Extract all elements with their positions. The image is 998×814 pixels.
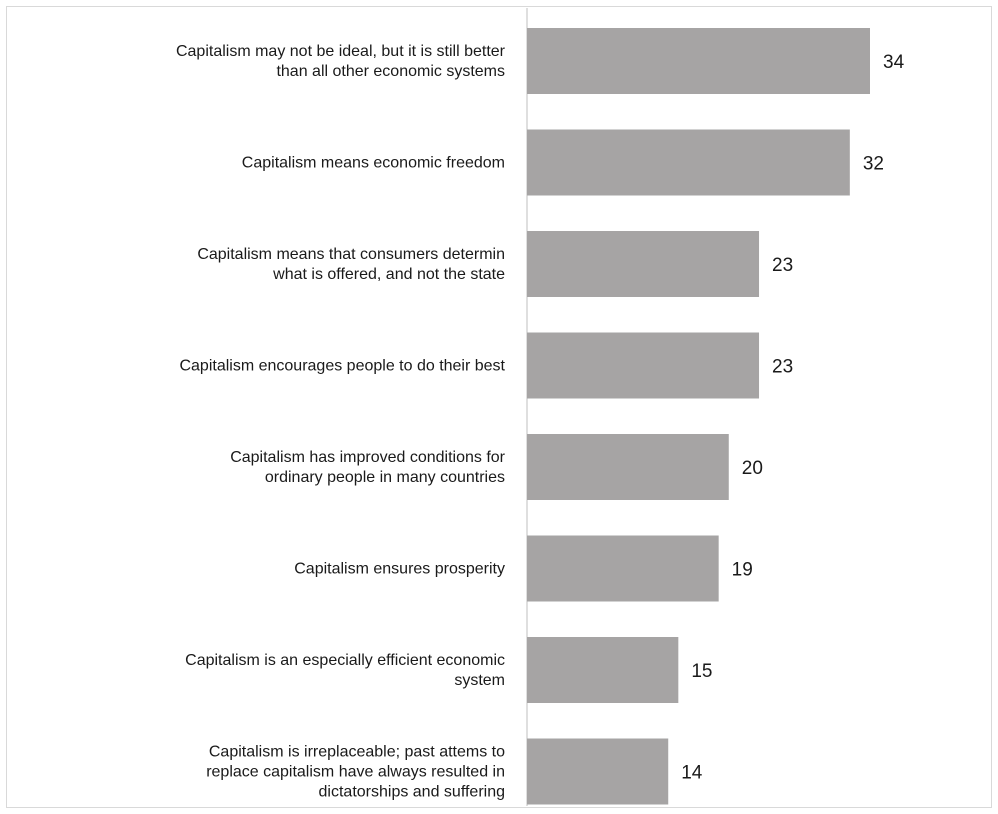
category-label: Capitalism has improved conditions for	[230, 449, 505, 466]
category-label: than all other economic systems	[276, 63, 505, 80]
value-label: 14	[681, 763, 703, 784]
category-label: Capitalism encourages people to do their…	[179, 358, 505, 375]
value-label: 23	[772, 255, 793, 276]
category-label: Capitalism may not be ideal, but it is s…	[176, 43, 506, 60]
bar	[527, 535, 719, 602]
value-label: 34	[883, 52, 905, 73]
value-label: 15	[691, 661, 712, 682]
bar	[527, 129, 850, 196]
value-label: 32	[863, 154, 884, 175]
category-label: ordinary people in many countries	[265, 469, 505, 486]
category-label: Capitalism means economic freedom	[242, 155, 505, 172]
bar	[527, 231, 760, 297]
category-label: Capitalism ensures prosperity	[294, 561, 505, 578]
category-label: what is offered, and not the state	[272, 266, 505, 283]
bar	[527, 434, 729, 500]
category-label: replace capitalism have always resulted …	[206, 764, 505, 781]
bar	[527, 637, 679, 703]
value-label: 20	[742, 458, 763, 479]
category-label: system	[454, 672, 505, 689]
category-label: Capitalism means that consumers determin	[197, 246, 505, 263]
category-label: Capitalism is an especially efficient ec…	[185, 652, 505, 669]
bar	[527, 738, 669, 805]
category-label: dictatorships and suffering	[319, 784, 505, 801]
bar	[527, 28, 870, 94]
bar	[527, 332, 760, 399]
category-label: Capitalism is irreplaceable; past attems…	[209, 744, 505, 761]
value-label: 19	[732, 560, 753, 581]
value-label: 23	[772, 357, 793, 378]
